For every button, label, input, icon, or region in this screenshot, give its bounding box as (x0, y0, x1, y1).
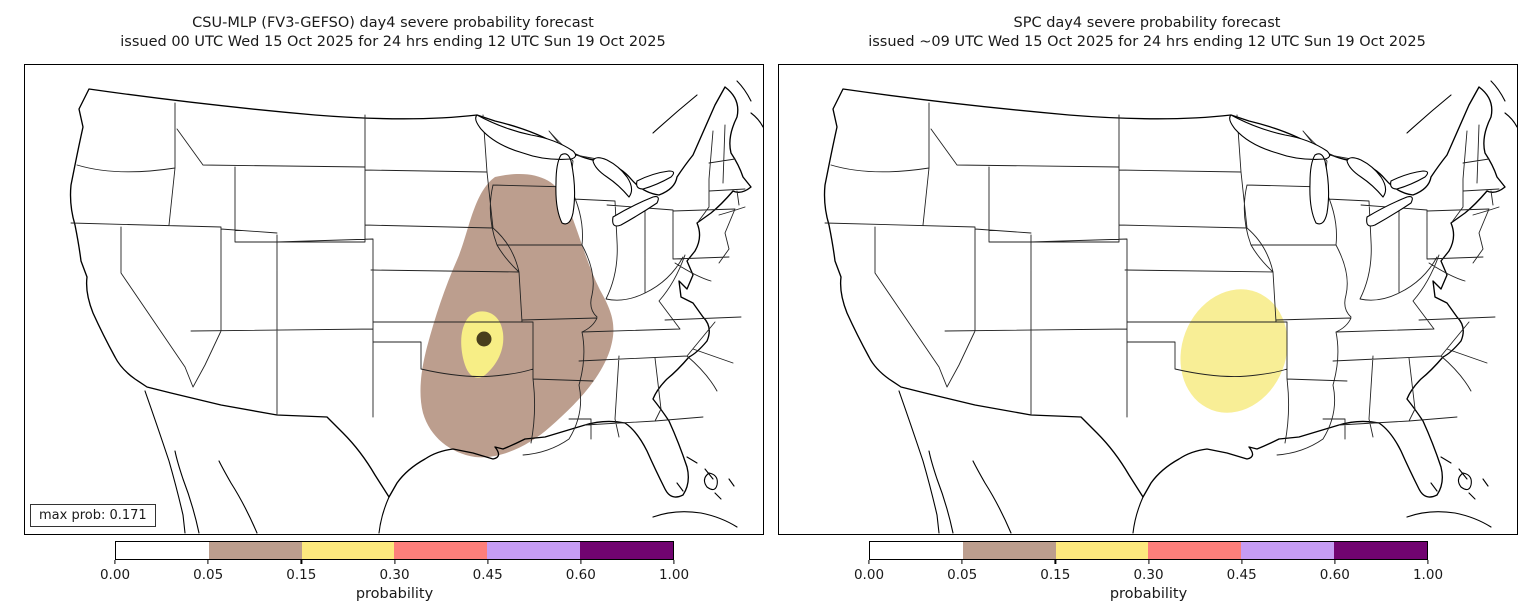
colorbar-tick-mark (580, 560, 582, 564)
right-title-line1: SPC day4 severe probability forecast (1013, 15, 1281, 31)
colorbar-tick-mark (114, 560, 116, 564)
colorbar-tick-label: 0.05 (947, 567, 978, 583)
colorbar-segment (208, 542, 302, 559)
colorbar-axis-label: probability (355, 586, 434, 602)
colorbar-tick-label: 0.45 (472, 567, 503, 583)
colorbar-tick-mark (393, 560, 396, 564)
colorbar-tick-label: 0.30 (1133, 567, 1164, 583)
colorbar-tick-label: 0.05 (193, 567, 224, 583)
colorbar-tick-label: 0.60 (1319, 567, 1350, 583)
colorbar-tick-mark (1147, 560, 1150, 564)
colorbar-tick-mark (1334, 560, 1336, 564)
colorbar-tick-mark (673, 560, 675, 564)
colorbar-tick-label: 0.15 (286, 567, 317, 583)
left-map (24, 64, 764, 535)
right-colorbar-bar (869, 541, 1428, 560)
colorbar-tick-label: 0.00 (99, 567, 131, 583)
max-prob-box: max prob: 0.171 (30, 504, 156, 527)
colorbar-tick-label: 0.15 (1040, 567, 1071, 583)
left-colorbar: 0.00 0.05 0.15 0.30 0.45 0.60 1.00 proba… (100, 541, 689, 611)
right-base-map (823, 80, 1517, 534)
colorbar-tick-mark (961, 560, 963, 564)
colorbar-tick-label: 0.60 (565, 567, 596, 583)
colorbar-segment (116, 542, 209, 559)
colorbar-tick-label: 0.00 (853, 567, 885, 583)
colorbar-tick-mark (1054, 560, 1056, 564)
colorbar-tick-label: 0.45 (1226, 567, 1257, 583)
colorbar-segment (394, 542, 488, 559)
left-base-map (69, 80, 763, 534)
colorbar-tick-label: 1.00 (1412, 567, 1444, 583)
right-panel-title: SPC day4 severe probability forecast iss… (778, 14, 1516, 52)
right-prob-region-mid (1180, 289, 1288, 413)
colorbar-tick-mark (1427, 560, 1429, 564)
colorbar-segment (1241, 542, 1335, 559)
colorbar-segment (1334, 542, 1427, 559)
colorbar-segment (1148, 542, 1242, 559)
left-panel-title: CSU-MLP (FV3-GEFSO) day4 severe probabil… (24, 14, 762, 52)
left-max-prob-dot (476, 331, 492, 347)
left-title-line2: issued 00 UTC Wed 15 Oct 2025 for 24 hrs… (120, 34, 666, 51)
colorbar-segment (580, 542, 673, 559)
colorbar-tick-label: 0.30 (379, 567, 410, 583)
colorbar-tick-label: 1.00 (658, 567, 690, 583)
colorbar-segment (487, 542, 581, 559)
colorbar-segment (301, 542, 395, 559)
right-colorbar: 0.00 0.05 0.15 0.30 0.45 0.60 1.00 proba… (854, 541, 1443, 611)
colorbar-segment (1055, 542, 1149, 559)
left-colorbar-bar (115, 541, 674, 560)
colorbar-tick-mark (300, 560, 302, 564)
left-title-line1: CSU-MLP (FV3-GEFSO) day4 severe probabil… (192, 15, 594, 31)
right-map (778, 64, 1518, 535)
colorbar-tick-mark (1241, 560, 1243, 564)
colorbar-segment (870, 542, 963, 559)
right-title-line2: issued ~09 UTC Wed 15 Oct 2025 for 24 hr… (868, 34, 1426, 51)
colorbar-segment (962, 542, 1056, 559)
colorbar-tick-mark (207, 560, 209, 564)
colorbar-tick-mark (868, 560, 870, 564)
colorbar-tick-mark (487, 560, 489, 564)
left-prob-region-low (420, 173, 614, 458)
colorbar-axis-label: probability (1109, 586, 1188, 602)
